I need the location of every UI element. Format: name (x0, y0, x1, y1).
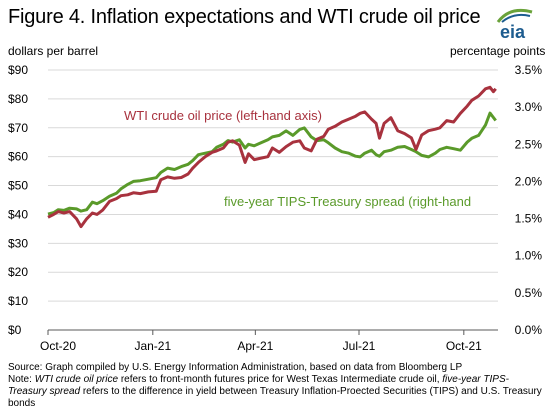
y2-tick-label: 3.5% (515, 63, 543, 77)
tips-series-label: five-year TIPS-Treasury spread (right-ha… (224, 194, 471, 209)
note-term-wti: WTI crude oil price (34, 374, 119, 385)
x-tick-label: Jan-21 (134, 339, 171, 353)
wti-price-line (47, 85, 497, 229)
y-axis-title: dollars per barrel (8, 44, 99, 58)
note-text-1: refers to front-month futures price for … (118, 374, 443, 385)
logo-arc-inner (501, 13, 531, 23)
y-tick-label: $10 (8, 294, 28, 308)
y2-tick-label: 2.5% (515, 137, 543, 151)
y-tick-label: $60 (8, 150, 28, 164)
x-tick-label: Oct-21 (446, 339, 482, 353)
x-tick-label: Jul-21 (343, 339, 376, 353)
source-note: Source: Graph compiled by U.S. Energy In… (8, 362, 463, 373)
y-tick-label: $80 (8, 92, 28, 106)
y-tick-label: $50 (8, 179, 28, 193)
chart-title: Figure 4. Inflation expectations and WTI… (8, 6, 481, 28)
y2-tick-label: 0.5% (515, 286, 543, 300)
wti-series-label: WTI crude oil price (left-hand axis) (124, 108, 322, 123)
y2-tick-label: 3.0% (515, 100, 543, 114)
note-text-2: refers to the difference in yield betwee… (8, 386, 542, 409)
x-tick-label: Apr-21 (237, 339, 273, 353)
logo-text: eia (500, 22, 526, 42)
y2-axis-title: percentage points (450, 44, 546, 58)
logo-arc (496, 8, 533, 23)
definition-note: Note: WTI crude oil price refers to fron… (8, 374, 544, 410)
plot-area: $0 $10 $20 $30 $40 $50 $60 $70 $80 $90 0.0% 0.5% 1.0… (8, 63, 543, 353)
y2-tick-label: 1.5% (515, 212, 543, 226)
note-prefix: Note: (8, 374, 35, 385)
y-tick-label: $70 (8, 121, 28, 135)
tips-spread-line (47, 111, 497, 216)
x-tick-label: Oct-20 (40, 339, 76, 353)
y2-tick-label: 0.0% (515, 323, 543, 337)
y-tick-label: $20 (8, 265, 28, 279)
y2-tick-label: 2.0% (515, 174, 543, 188)
note-term-tips: five-year TIPS-Treasury spread (8, 374, 509, 397)
footnote: Source: Graph compiled by U.S. Energy In… (8, 362, 544, 410)
y2-tick-label: 1.0% (515, 249, 543, 263)
y-tick-label: $40 (8, 207, 28, 221)
y-tick-label: $90 (8, 63, 28, 77)
y-tick-label: $30 (8, 236, 28, 250)
y-tick-label: $0 (8, 323, 22, 337)
eia-logo: eia (496, 8, 533, 42)
